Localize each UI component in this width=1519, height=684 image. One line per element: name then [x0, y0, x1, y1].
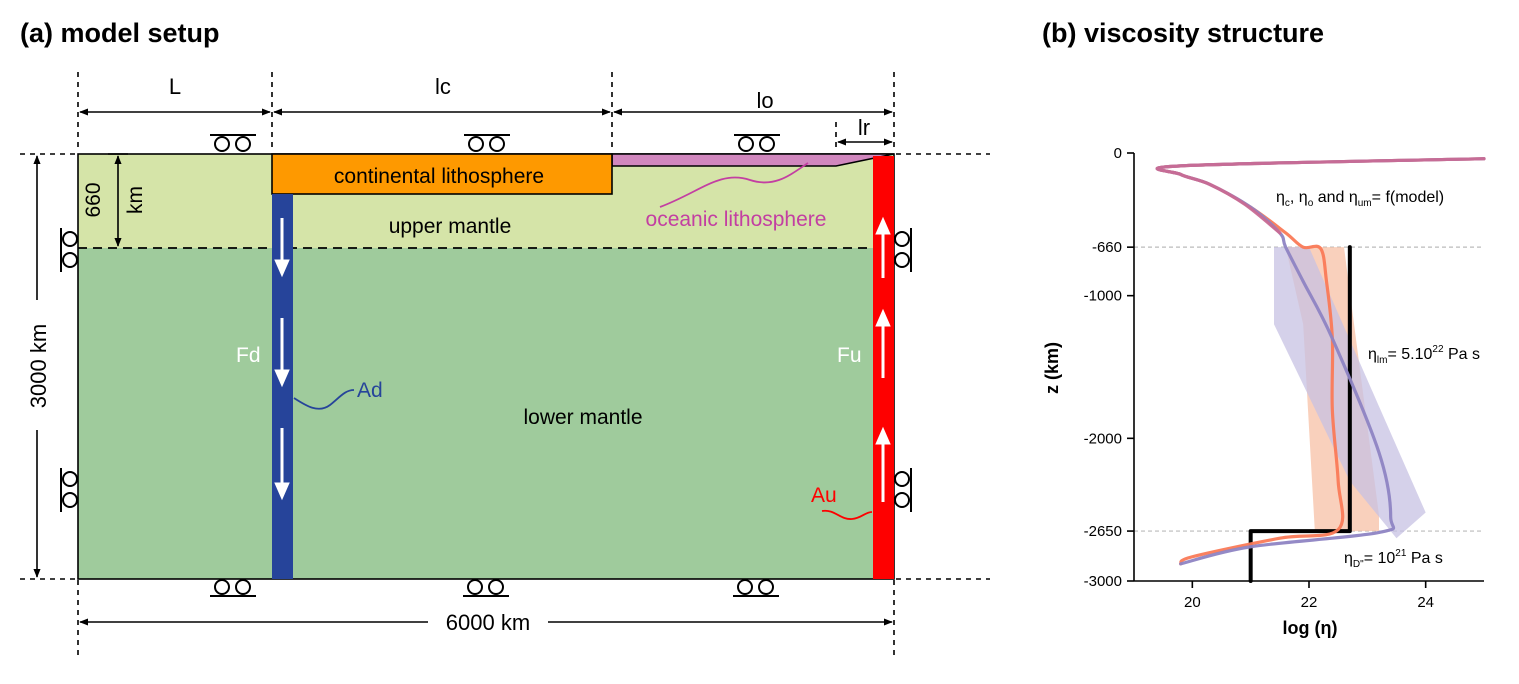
oceanic-label: oceanic lithosphere	[646, 208, 827, 231]
lower-mantle-region	[78, 248, 894, 579]
ad-label: Ad	[357, 379, 383, 402]
continental-label: continental lithosphere	[334, 165, 544, 188]
dim-width: 6000 km	[446, 610, 530, 635]
roller-right-1	[894, 228, 912, 272]
fd-label: Fd	[236, 344, 261, 367]
downwelling-arrows	[274, 218, 290, 501]
dashed-guides	[20, 72, 990, 660]
x-axis-label: log (η)	[1283, 618, 1338, 638]
oceanic-leader	[659, 162, 809, 208]
y-axis-label: z (km)	[1042, 342, 1062, 394]
upper-mantle-label: upper mantle	[389, 215, 512, 238]
ad-leader	[293, 389, 355, 410]
dim-um-depth-1: 660	[82, 182, 105, 217]
y-tick-label: -2000	[1084, 430, 1122, 447]
dim-um-depth-2: km	[124, 186, 147, 214]
dim-L: L	[169, 74, 181, 99]
roller-left-2	[60, 468, 78, 512]
y-tick-label: -2650	[1084, 523, 1122, 540]
dim-lo: lo	[756, 88, 773, 113]
continental-lithosphere	[271, 153, 613, 195]
lower-mantle-label: lower mantle	[523, 406, 642, 429]
dim-lr: lr	[858, 115, 870, 140]
roller-left-1	[60, 228, 78, 272]
y-tick-label: -1000	[1084, 288, 1122, 305]
annotation-lm-viscosity: ηlm= 5.1022 Pa s	[1368, 344, 1480, 366]
panel-a-title: (a) model setup	[20, 18, 220, 48]
roller-right-2	[894, 468, 912, 512]
annotation-upper-viscosity: ηc, ηo and ηum= f(model)	[1276, 189, 1444, 209]
viscosity-chart: 0 -660 -1000 -2000 -2650 -3000 20 22 24 log (η) z …	[1042, 145, 1486, 638]
y-tick-label: -3000	[1084, 573, 1122, 590]
au-label: Au	[811, 484, 837, 507]
series-line-3	[1155, 157, 1486, 235]
y-tick-label: -660	[1092, 239, 1122, 256]
annotation-d-viscosity: ηD"= 1021 Pa s	[1344, 548, 1443, 570]
upwelling-arrows	[875, 216, 891, 502]
top-dimensions	[79, 108, 893, 146]
roller-bottom-2	[463, 579, 509, 597]
roller-bottom-3	[733, 579, 779, 597]
roller-top-3	[734, 134, 780, 152]
roller-top-1	[210, 134, 256, 152]
au-leader	[821, 509, 873, 520]
roller-top-2	[464, 134, 510, 152]
x-tick-label: 22	[1301, 594, 1318, 611]
panel-b-title: (b) viscosity structure	[1042, 18, 1324, 48]
dim-lc: lc	[435, 74, 451, 99]
roller-bottom-1	[210, 579, 256, 597]
fu-label: Fu	[837, 344, 862, 367]
x-tick-label: 24	[1417, 594, 1434, 611]
dim-depth: 3000 km	[26, 324, 51, 408]
y-tick-label: 0	[1114, 145, 1122, 162]
x-tick-label: 20	[1184, 594, 1201, 611]
